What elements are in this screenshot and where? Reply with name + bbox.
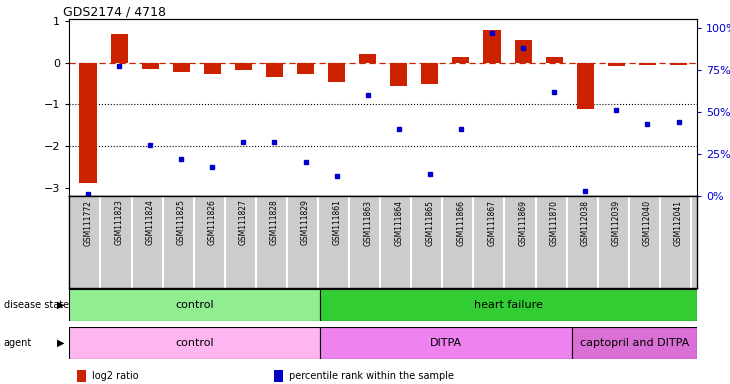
Text: disease state: disease state (4, 300, 69, 310)
Text: control: control (176, 300, 214, 310)
Text: ▶: ▶ (57, 338, 64, 348)
Bar (320, 327, 572, 359)
Bar (69, 289, 320, 321)
Text: GSM111827: GSM111827 (239, 200, 248, 245)
Text: GSM111866: GSM111866 (456, 200, 466, 245)
Text: control: control (176, 338, 214, 348)
Bar (328, 63, 345, 81)
Text: GSM112038: GSM112038 (581, 200, 590, 245)
Bar (320, 289, 697, 321)
Text: GSM111864: GSM111864 (394, 200, 403, 245)
Bar (204, 63, 221, 74)
Text: GSM111823: GSM111823 (115, 200, 123, 245)
Bar (173, 63, 190, 72)
Bar (391, 63, 407, 86)
Text: DITPA: DITPA (430, 338, 462, 348)
Bar (69, 327, 320, 359)
Bar (545, 56, 563, 63)
Text: GSM111824: GSM111824 (146, 200, 155, 245)
Bar (670, 63, 687, 65)
Bar (608, 63, 625, 66)
Bar (639, 63, 656, 65)
Text: GSM111829: GSM111829 (301, 200, 310, 245)
Text: captopril and DITPA: captopril and DITPA (580, 338, 689, 348)
Bar (359, 54, 376, 63)
Bar (235, 63, 252, 70)
Text: GSM111867: GSM111867 (488, 200, 496, 245)
Text: GSM111865: GSM111865 (426, 200, 434, 245)
Text: agent: agent (4, 338, 32, 348)
Text: GSM112040: GSM112040 (643, 200, 652, 246)
Text: GSM111870: GSM111870 (550, 200, 558, 245)
Bar (80, 63, 96, 184)
Bar (483, 30, 501, 63)
Bar (515, 40, 531, 63)
Bar (110, 34, 128, 63)
Bar (577, 63, 593, 109)
Text: ▶: ▶ (57, 300, 64, 310)
Text: GSM111828: GSM111828 (270, 200, 279, 245)
Bar (421, 63, 439, 84)
Text: GSM112041: GSM112041 (674, 200, 683, 245)
Bar (142, 63, 158, 69)
Text: heart failure: heart failure (474, 300, 543, 310)
Text: GSM112039: GSM112039 (612, 200, 620, 246)
Bar (572, 327, 697, 359)
Text: GSM111825: GSM111825 (177, 200, 185, 245)
Bar (453, 56, 469, 63)
Text: GSM111772: GSM111772 (83, 200, 93, 245)
Text: GSM111863: GSM111863 (364, 200, 372, 245)
Text: GSM111826: GSM111826 (208, 200, 217, 245)
Text: GSM111861: GSM111861 (332, 200, 341, 245)
Text: percentile rank within the sample: percentile rank within the sample (289, 371, 454, 381)
Bar (266, 63, 283, 76)
Text: GDS2174 / 4718: GDS2174 / 4718 (63, 5, 166, 18)
Text: GSM111869: GSM111869 (518, 200, 528, 245)
Bar (297, 63, 314, 74)
Text: log2 ratio: log2 ratio (92, 371, 139, 381)
